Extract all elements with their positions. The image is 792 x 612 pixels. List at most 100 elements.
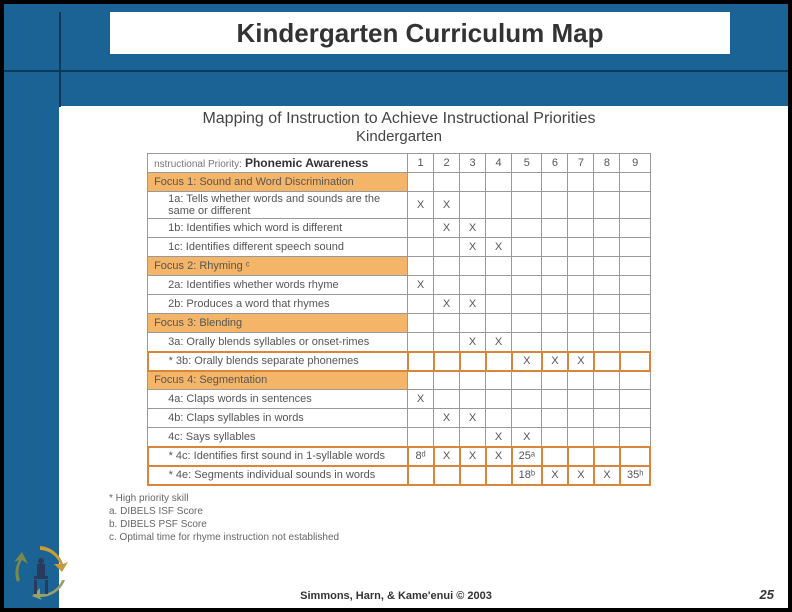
table-row: 1c: Identifies different speech soundXX [148, 238, 651, 257]
cell [486, 173, 512, 192]
footnote: b. DIBELS PSF Score [109, 518, 739, 531]
cell [460, 192, 486, 219]
row-label: Focus 1: Sound and Word Discrimination [148, 173, 408, 192]
cell [542, 192, 568, 219]
col-4: 4 [486, 154, 512, 173]
map-heading-1: Mapping of Instruction to Achieve Instru… [59, 110, 739, 128]
cell [620, 371, 650, 390]
cell [568, 238, 594, 257]
col-3: 3 [460, 154, 486, 173]
cell [542, 173, 568, 192]
table-row: 4c: Says syllablesXX [148, 428, 651, 447]
cell: X [460, 238, 486, 257]
cell [620, 428, 650, 447]
cell [620, 192, 650, 219]
map-heading-2: Kindergarten [59, 128, 739, 145]
cell [512, 409, 542, 428]
horizontal-rule [4, 70, 788, 72]
cell [434, 314, 460, 333]
cell [568, 371, 594, 390]
cell: X [486, 333, 512, 352]
cell [486, 390, 512, 409]
cell [620, 276, 650, 295]
cell [434, 333, 460, 352]
curriculum-table: nstructional Priority: Phonemic Awarenes… [147, 153, 652, 486]
cell [542, 314, 568, 333]
left-strip [4, 106, 59, 608]
table-row: Focus 3: Blending [148, 314, 651, 333]
cell [594, 390, 620, 409]
cell [512, 371, 542, 390]
cell: X [434, 219, 460, 238]
cell: X [408, 276, 434, 295]
row-label: 1b: Identifies which word is different [148, 219, 408, 238]
table-row: Focus 4: Segmentation [148, 371, 651, 390]
cell [568, 390, 594, 409]
cell [408, 371, 434, 390]
cell [594, 409, 620, 428]
cell [568, 409, 594, 428]
footnotes: * High priority skill a. DIBELS ISF Scor… [109, 492, 739, 544]
cell [434, 352, 460, 371]
cell [408, 428, 434, 447]
table-header-row: nstructional Priority: Phonemic Awarenes… [148, 154, 651, 173]
cell [542, 295, 568, 314]
cell [594, 295, 620, 314]
table-row: 1b: Identifies which word is differentXX [148, 219, 651, 238]
cell: X [486, 447, 512, 466]
cell [512, 219, 542, 238]
cell [594, 333, 620, 352]
cell [486, 219, 512, 238]
row-label: 3a: Orally blends syllables or onset-rim… [148, 333, 408, 352]
row-label: 2a: Identifies whether words rhyme [148, 276, 408, 295]
cell [460, 173, 486, 192]
cell [568, 333, 594, 352]
cell [542, 447, 568, 466]
cell [594, 447, 620, 466]
cell [568, 219, 594, 238]
cell [620, 352, 650, 371]
page-number: 25 [760, 587, 774, 602]
cell: X [434, 409, 460, 428]
table-row: * 4c: Identifies first sound in 1-syllab… [148, 447, 651, 466]
cell [460, 276, 486, 295]
row-label: 4a: Claps words in sentences [148, 390, 408, 409]
row-label: Focus 2: Rhyming ᶜ [148, 257, 408, 276]
cell [408, 238, 434, 257]
cell [512, 295, 542, 314]
priority-label: nstructional Priority: [154, 159, 242, 170]
row-label: Focus 3: Blending [148, 314, 408, 333]
cell [408, 333, 434, 352]
cell [486, 352, 512, 371]
cell [486, 276, 512, 295]
table-row: * 3b: Orally blends separate phonemesXXX [148, 352, 651, 371]
cell [460, 371, 486, 390]
cell [408, 352, 434, 371]
cell [594, 238, 620, 257]
table-row: 3a: Orally blends syllables or onset-rim… [148, 333, 651, 352]
cell [486, 314, 512, 333]
cell: X [568, 466, 594, 485]
cell [460, 428, 486, 447]
cell [620, 447, 650, 466]
cell [568, 295, 594, 314]
col-5: 5 [512, 154, 542, 173]
cell [542, 219, 568, 238]
cell [460, 466, 486, 485]
footer-text: Simmons, Harn, & Kame'enui © 2003 [4, 590, 788, 602]
cell [486, 371, 512, 390]
cell [512, 192, 542, 219]
cell [568, 314, 594, 333]
cell [486, 192, 512, 219]
table-row: 4b: Claps syllables in wordsXX [148, 409, 651, 428]
cell: X [460, 447, 486, 466]
slide-title: Kindergarten Curriculum Map [237, 18, 604, 48]
cell [620, 333, 650, 352]
cell [408, 295, 434, 314]
cell [594, 428, 620, 447]
col-6: 6 [542, 154, 568, 173]
row-label: 4c: Says syllables [148, 428, 408, 447]
cell [568, 173, 594, 192]
col-2: 2 [434, 154, 460, 173]
cell [434, 466, 460, 485]
